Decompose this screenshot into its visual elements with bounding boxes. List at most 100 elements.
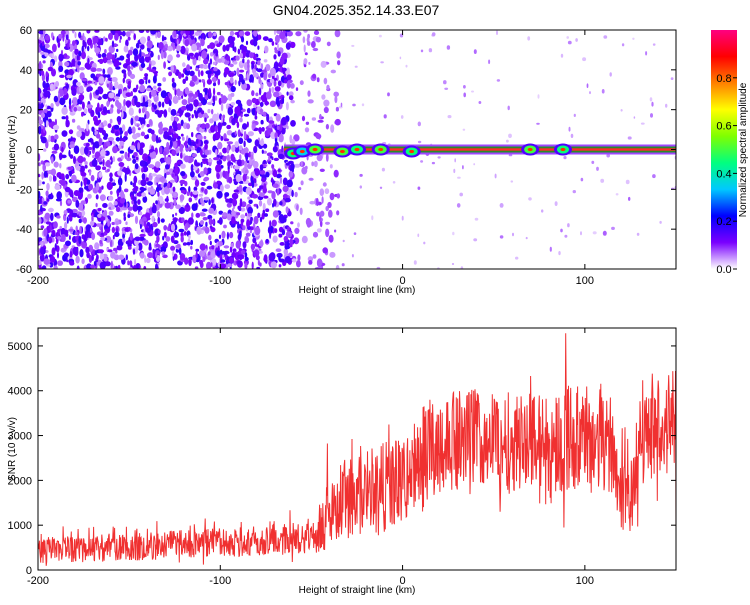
- noise-speck: [122, 233, 126, 239]
- noise-speck: [627, 136, 632, 140]
- noise-speck: [91, 159, 98, 167]
- noise-speck: [236, 212, 241, 216]
- noise-speck: [359, 185, 362, 189]
- noise-speck: [41, 41, 45, 47]
- noise-speck: [142, 195, 148, 203]
- noise-speck: [283, 79, 288, 84]
- noise-speck: [274, 228, 278, 234]
- colorbar-tick-label: 0.0: [716, 264, 731, 276]
- noise-speck: [103, 74, 108, 78]
- noise-speck: [110, 129, 116, 134]
- noise-speck: [225, 55, 230, 61]
- noise-speck: [254, 64, 257, 70]
- noise-speck: [59, 200, 63, 207]
- noise-speck: [198, 47, 202, 52]
- noise-speck: [185, 76, 189, 81]
- noise-speck: [212, 133, 217, 142]
- noise-speck: [325, 153, 329, 162]
- noise-speck: [95, 194, 99, 200]
- noise-speck: [57, 41, 61, 48]
- noise-speck: [155, 135, 159, 144]
- noise-speck: [47, 237, 52, 242]
- noise-speck: [103, 120, 108, 127]
- noise-speck: [167, 54, 173, 62]
- noise-speck: [186, 135, 189, 142]
- noise-speck: [228, 72, 235, 78]
- noise-speck: [286, 125, 289, 130]
- noise-speck: [69, 154, 74, 159]
- noise-speck: [102, 56, 108, 64]
- noise-speck: [71, 208, 78, 213]
- noise-speck: [241, 127, 244, 134]
- noise-speck: [131, 126, 136, 134]
- noise-speck: [352, 103, 356, 107]
- noise-speck: [253, 145, 258, 154]
- noise-speck: [40, 225, 45, 229]
- noise-speck: [48, 118, 52, 123]
- noise-speck: [456, 203, 461, 208]
- noise-speck: [81, 258, 85, 265]
- noise-speck: [277, 43, 279, 50]
- noise-speck: [99, 239, 103, 245]
- noise-speck: [97, 207, 102, 212]
- noise-speck: [463, 92, 467, 98]
- hotspot-core: [378, 147, 384, 152]
- noise-speck: [178, 228, 185, 233]
- noise-speck: [381, 167, 385, 172]
- noise-speck: [190, 56, 196, 60]
- noise-speck: [180, 152, 183, 159]
- noise-speck: [180, 171, 186, 177]
- noise-speck: [42, 30, 46, 36]
- noise-speck: [200, 38, 205, 47]
- noise-speck: [127, 214, 131, 218]
- noise-speck: [90, 174, 95, 182]
- noise-speck: [188, 92, 195, 97]
- noise-speck: [233, 171, 236, 176]
- noise-speck: [131, 200, 134, 205]
- noise-speck: [223, 138, 230, 142]
- noise-speck: [289, 244, 293, 248]
- noise-speck: [236, 159, 242, 167]
- noise-speck: [166, 182, 171, 189]
- noise-speck: [119, 35, 122, 40]
- noise-speck: [120, 190, 124, 199]
- noise-speck: [285, 241, 288, 247]
- noise-speck: [229, 63, 234, 68]
- noise-speck: [102, 159, 105, 167]
- hotspot-core: [560, 147, 566, 152]
- noise-speck: [162, 36, 167, 41]
- noise-speck: [243, 130, 247, 140]
- noise-speck: [242, 241, 247, 249]
- noise-speck: [295, 87, 299, 91]
- noise-speck: [95, 89, 100, 96]
- noise-speck: [115, 220, 120, 225]
- noise-speck: [651, 101, 654, 107]
- noise-speck: [155, 32, 158, 39]
- noise-speck: [278, 256, 281, 261]
- noise-speck: [140, 44, 145, 50]
- noise-speck: [151, 173, 157, 177]
- noise-speck: [79, 72, 85, 80]
- noise-speck: [81, 78, 88, 82]
- noise-speck: [119, 140, 125, 146]
- noise-speck: [231, 192, 239, 200]
- noise-speck: [246, 219, 251, 228]
- noise-speck: [112, 234, 115, 240]
- noise-speck: [124, 167, 131, 175]
- noise-speck: [73, 106, 78, 112]
- noise-speck: [123, 45, 129, 53]
- noise-speck: [474, 217, 479, 221]
- noise-speck: [401, 215, 404, 221]
- noise-speck: [240, 214, 246, 219]
- noise-speck: [115, 137, 121, 142]
- noise-speck: [506, 139, 509, 143]
- noise-speck: [312, 254, 317, 259]
- noise-speck: [143, 220, 147, 228]
- noise-speck: [227, 160, 231, 168]
- y-tick-label: 0: [26, 145, 32, 157]
- noise-speck: [38, 125, 42, 135]
- noise-speck: [341, 263, 345, 267]
- noise-speck: [361, 103, 365, 107]
- noise-speck: [102, 36, 106, 42]
- noise-speck: [148, 119, 153, 126]
